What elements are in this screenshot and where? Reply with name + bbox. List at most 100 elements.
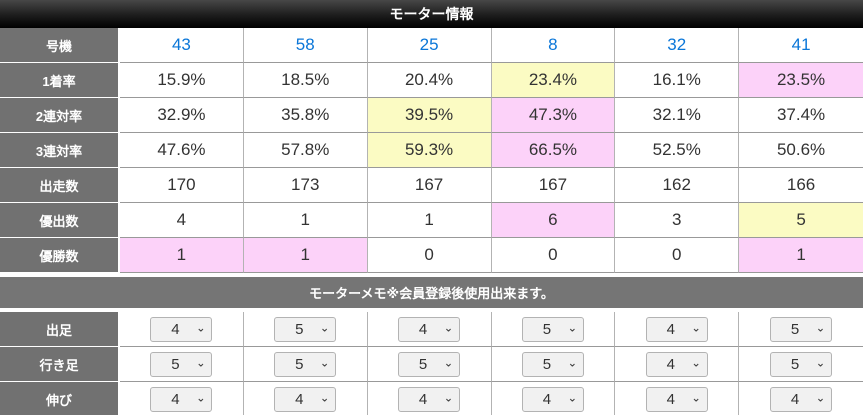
memo-select-cell: 5 ⌄ — [367, 347, 492, 382]
memo-select-cell: 5 ⌄ — [243, 347, 368, 382]
table-row-stat-5: 優勝数 1 1 0 0 0 1 — [0, 238, 863, 273]
memo-select-wrap: 4 ⌄ — [398, 386, 461, 412]
table-row-stat-2: 3連対率 47.6% 57.8% 59.3% 66.5% 52.5% 50.6% — [0, 133, 863, 168]
memo-select-wrap: 5 ⌄ — [521, 351, 584, 377]
stat-cell: 39.5% — [367, 98, 492, 133]
memo-select-wrap: 4 ⌄ — [645, 351, 708, 377]
stat-cell: 167 — [367, 168, 492, 203]
stat-cell: 4 — [120, 203, 244, 238]
memo-banner: モーターメモ※会員登録後使用出来ます。 — [0, 277, 863, 308]
stat-cell: 1 — [120, 238, 244, 273]
memo-select-cell: 5 ⌄ — [739, 312, 863, 347]
memo-select-cell: 5 ⌄ — [120, 347, 244, 382]
machine-number-link[interactable]: 58 — [243, 28, 368, 63]
stat-cell: 32.9% — [120, 98, 244, 133]
motor-memo-select[interactable]: 4 — [521, 386, 584, 412]
stat-cell: 32.1% — [615, 98, 740, 133]
motor-memo-select[interactable]: 5 — [521, 351, 584, 377]
stat-cell: 66.5% — [491, 133, 616, 168]
memo-select-cell: 4 ⌄ — [120, 312, 244, 347]
memo-banner-text: モーターメモ※会員登録後使用出来ます。 — [309, 286, 554, 301]
stat-cell: 1 — [243, 238, 368, 273]
memo-select-wrap: 4 ⌄ — [398, 316, 461, 342]
stat-cell: 18.5% — [243, 63, 368, 98]
table-row-stat-4: 優出数 4 1 1 6 3 5 — [0, 203, 863, 238]
memo-select-cell: 5 ⌄ — [243, 312, 368, 347]
stat-cell: 162 — [615, 168, 740, 203]
memo-select-cell: 4 ⌄ — [615, 347, 740, 382]
table-row-memo-1: 行き足 5 ⌄ 5 ⌄ 5 ⌄ 5 ⌄ 4 ⌄ 5 ⌄ — [0, 347, 863, 382]
row-label: 2連対率 — [0, 98, 120, 133]
memo-select-cell: 4 ⌄ — [367, 382, 492, 415]
machine-number-link[interactable]: 41 — [739, 28, 863, 63]
table-row-stat-0: 1着率 15.9% 18.5% 20.4% 23.4% 16.1% 23.5% — [0, 63, 863, 98]
memo-select-cell: 5 ⌄ — [739, 347, 863, 382]
stat-cell: 0 — [615, 238, 740, 273]
memo-select-wrap: 4 ⌄ — [150, 386, 213, 412]
row-label: 出足 — [0, 312, 120, 347]
motor-memo-select[interactable]: 4 — [150, 316, 213, 342]
motor-memo-table: 出足 4 ⌄ 5 ⌄ 4 ⌄ 5 ⌄ 4 ⌄ 5 ⌄ 行き足 5 ⌄ 5 ⌄ 5 ⌄ 5 ⌄ 4 ⌄ 5 ⌄ 伸び 4 ⌄ 4 ⌄ 4 ⌄ 4 ⌄ 4… — [0, 312, 863, 415]
motor-memo-select[interactable]: 4 — [150, 386, 213, 412]
stat-cell: 35.8% — [243, 98, 368, 133]
memo-select-wrap: 5 ⌄ — [770, 316, 833, 342]
motor-memo-select[interactable]: 4 — [645, 316, 708, 342]
stat-cell: 167 — [491, 168, 616, 203]
motor-memo-select[interactable]: 4 — [770, 386, 833, 412]
memo-select-cell: 4 ⌄ — [615, 312, 740, 347]
memo-select-wrap: 5 ⌄ — [398, 351, 461, 377]
stat-cell: 50.6% — [739, 133, 863, 168]
machine-number-link[interactable]: 32 — [615, 28, 740, 63]
memo-select-wrap: 5 ⌄ — [274, 316, 337, 342]
motor-memo-select[interactable]: 4 — [645, 386, 708, 412]
stat-cell: 37.4% — [739, 98, 863, 133]
machine-number-link[interactable]: 8 — [491, 28, 616, 63]
stat-cell: 173 — [243, 168, 368, 203]
motor-memo-select[interactable]: 5 — [770, 351, 833, 377]
row-label: 1着率 — [0, 63, 120, 98]
memo-select-wrap: 5 ⌄ — [274, 351, 337, 377]
row-label: 優出数 — [0, 203, 120, 238]
page-title: モーター情報 — [0, 0, 863, 28]
stat-cell: 170 — [120, 168, 244, 203]
memo-select-wrap: 5 ⌄ — [770, 351, 833, 377]
motor-memo-select[interactable]: 5 — [274, 351, 337, 377]
stat-cell: 166 — [739, 168, 863, 203]
stat-cell: 5 — [739, 203, 863, 238]
motor-memo-select[interactable]: 5 — [521, 316, 584, 342]
row-label: 行き足 — [0, 347, 120, 382]
table-row-stat-1: 2連対率 32.9% 35.8% 39.5% 47.3% 32.1% 37.4% — [0, 98, 863, 133]
motor-stats-table: 号機 43 58 25 8 32 41 1着率 15.9% 18.5% 20.4% 23.4% 16.1… — [0, 28, 863, 273]
motor-memo-select[interactable]: 4 — [398, 316, 461, 342]
machine-number-link[interactable]: 43 — [120, 28, 244, 63]
memo-select-wrap: 4 ⌄ — [645, 386, 708, 412]
memo-select-wrap: 4 ⌄ — [645, 316, 708, 342]
stat-cell: 0 — [491, 238, 616, 273]
memo-select-wrap: 5 ⌄ — [150, 351, 213, 377]
stat-cell: 15.9% — [120, 63, 244, 98]
stat-cell: 3 — [615, 203, 740, 238]
row-label: 3連対率 — [0, 133, 120, 168]
stat-cell: 57.8% — [243, 133, 368, 168]
table-row-stat-3: 出走数 170 173 167 167 162 166 — [0, 168, 863, 203]
stat-cell: 47.6% — [120, 133, 244, 168]
motor-memo-select[interactable]: 5 — [398, 351, 461, 377]
stat-cell: 0 — [367, 238, 492, 273]
motor-memo-select[interactable]: 5 — [150, 351, 213, 377]
table-row-memo-2: 伸び 4 ⌄ 4 ⌄ 4 ⌄ 4 ⌄ 4 ⌄ 4 ⌄ — [0, 382, 863, 415]
stat-cell: 1 — [739, 238, 863, 273]
motor-memo-select[interactable]: 4 — [274, 386, 337, 412]
motor-memo-select[interactable]: 5 — [770, 316, 833, 342]
memo-select-cell: 4 ⌄ — [120, 382, 244, 415]
memo-select-wrap: 4 ⌄ — [770, 386, 833, 412]
row-label: 号機 — [0, 28, 120, 63]
machine-number-link[interactable]: 25 — [367, 28, 492, 63]
row-label: 出走数 — [0, 168, 120, 203]
motor-memo-select[interactable]: 5 — [274, 316, 337, 342]
motor-memo-select[interactable]: 4 — [398, 386, 461, 412]
row-label: 優勝数 — [0, 238, 120, 273]
stat-cell: 20.4% — [367, 63, 492, 98]
stat-cell: 23.4% — [491, 63, 616, 98]
table-row-memo-0: 出足 4 ⌄ 5 ⌄ 4 ⌄ 5 ⌄ 4 ⌄ 5 ⌄ — [0, 312, 863, 347]
motor-memo-select[interactable]: 4 — [645, 351, 708, 377]
